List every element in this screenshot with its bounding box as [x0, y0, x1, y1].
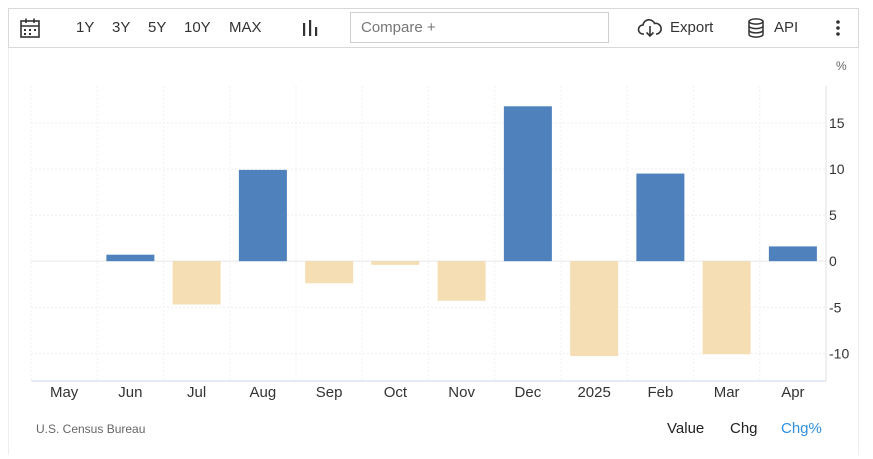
- chg-toggle[interactable]: Chg: [730, 420, 758, 437]
- y-tick-label: -10: [829, 345, 849, 361]
- bar-sep: [305, 261, 354, 284]
- x-tick-label: Oct: [384, 384, 408, 401]
- range-max-button[interactable]: MAX: [229, 19, 262, 36]
- x-tick-label: Feb: [647, 384, 673, 401]
- x-tick-label: Apr: [781, 384, 804, 401]
- x-tick-labels: May Jun Jul Aug Sep Oct Nov Dec 2025 Feb Mar Apr: [50, 384, 805, 401]
- range-10y-button[interactable]: 10Y: [184, 19, 211, 36]
- value-toggle[interactable]: Value: [667, 420, 705, 437]
- bar-apr: [768, 246, 817, 262]
- chg-percent-toggle[interactable]: Chg%: [781, 420, 822, 437]
- bars: [106, 106, 817, 357]
- y-tick-label: 10: [829, 161, 845, 177]
- bar-jun: [106, 254, 155, 262]
- bar-aug: [238, 169, 287, 262]
- bar-nov: [437, 261, 486, 301]
- api-button[interactable]: API: [774, 19, 799, 36]
- x-tick-label: Nov: [448, 384, 475, 401]
- range-5y-button[interactable]: 5Y: [148, 19, 167, 36]
- more-vertical-icon[interactable]: [829, 17, 847, 39]
- bar-2025: [570, 261, 619, 357]
- x-tick-label: Jun: [118, 384, 142, 401]
- panel-border-right: [858, 48, 859, 455]
- x-tick-label: Dec: [515, 384, 542, 401]
- calendar-icon[interactable]: [19, 17, 41, 39]
- x-tick-label: Sep: [316, 384, 343, 401]
- export-button[interactable]: Export: [670, 19, 714, 36]
- x-tick-label: 2025: [577, 384, 610, 401]
- axes: [31, 86, 827, 382]
- toolbar: 1Y 3Y 5Y 10Y MAX Export: [8, 8, 859, 48]
- y-tick-labels: -10 -5 0 5 10 15: [829, 115, 849, 361]
- compare-input[interactable]: [350, 12, 609, 43]
- source-label: U.S. Census Bureau: [36, 422, 146, 436]
- y-tick-label: -5: [829, 299, 842, 315]
- bar-chart-icon[interactable]: [300, 17, 322, 39]
- grid-lines: [30, 86, 827, 381]
- y-tick-label: 0: [829, 253, 837, 269]
- y-tick-label: 15: [829, 115, 845, 131]
- x-tick-label: May: [50, 384, 79, 401]
- range-3y-button[interactable]: 3Y: [112, 19, 131, 36]
- panel-border-left: [8, 48, 9, 455]
- unit-label: %: [836, 59, 847, 73]
- x-tick-label: Mar: [714, 384, 740, 401]
- cloud-download-icon[interactable]: [637, 17, 663, 39]
- bar-oct: [371, 261, 420, 265]
- bar-dec: [503, 106, 552, 262]
- bar-feb: [636, 173, 685, 262]
- bar-jul: [172, 261, 221, 305]
- x-tick-label: Aug: [250, 384, 277, 401]
- bar-mar: [702, 261, 751, 355]
- range-1y-button[interactable]: 1Y: [76, 19, 95, 36]
- x-tick-label: Jul: [187, 384, 206, 401]
- y-tick-label: 5: [829, 207, 837, 223]
- database-icon[interactable]: [745, 17, 767, 39]
